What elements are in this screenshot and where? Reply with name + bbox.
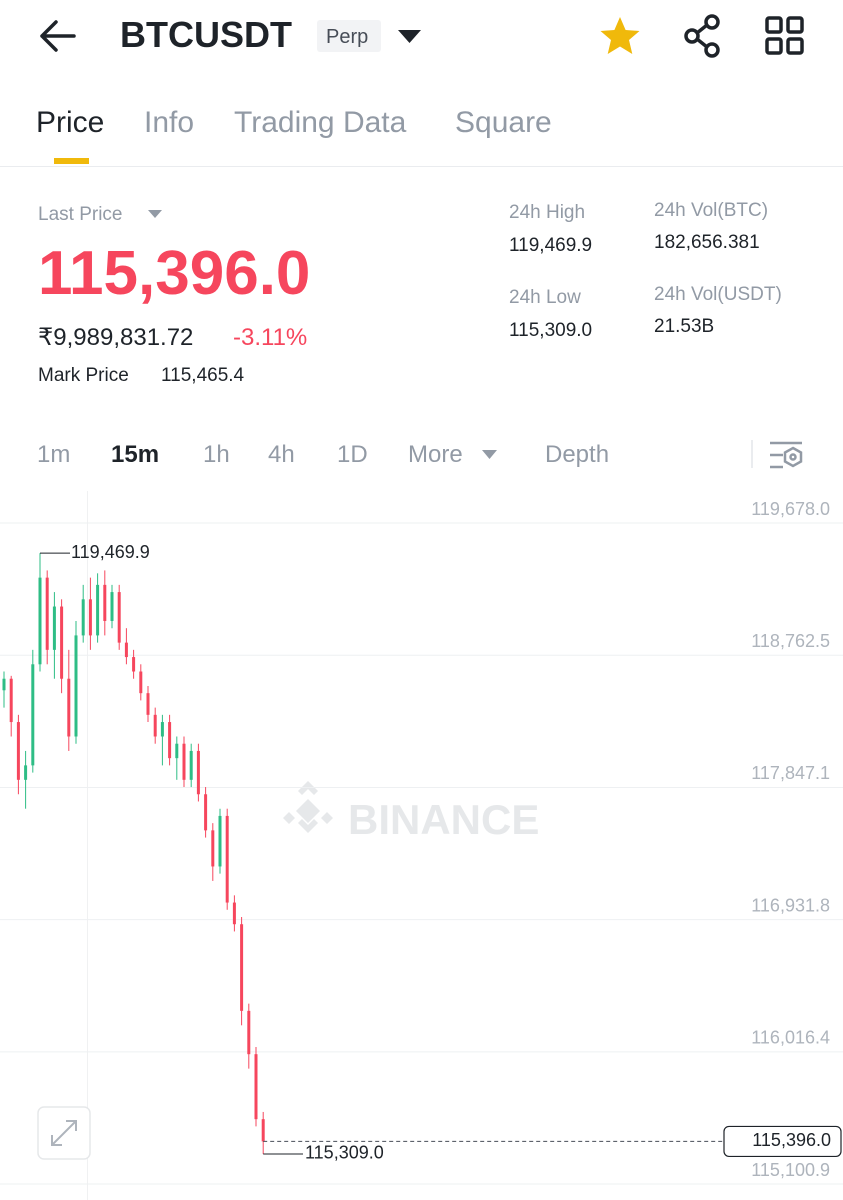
expand-icon: [51, 1120, 77, 1146]
candle-body: [204, 794, 208, 831]
stat-label: 24h Low: [509, 287, 581, 308]
stat-label: 24h High: [509, 202, 586, 223]
low-marker-label: 115,309.0: [305, 1143, 384, 1163]
stat-value: 21.53B: [654, 316, 715, 337]
candle-body: [52, 606, 56, 650]
candle-body: [16, 722, 20, 780]
interval[interactable]: 1h: [203, 441, 230, 468]
candle-body: [67, 678, 71, 737]
stat-value: 119,469.9: [509, 235, 593, 256]
price-type-dropdown[interactable]: [148, 210, 162, 218]
candle-body: [45, 577, 49, 650]
candle-body: [139, 671, 143, 694]
candle-body: [74, 635, 78, 737]
candle-body: [196, 750, 200, 795]
candle-body: [218, 815, 222, 867]
y-tick-label: 118,762.5: [751, 631, 830, 651]
candle-body: [88, 599, 92, 636]
chart: BINANCE 115,100.9 116,016.4 116,931.8 117,8…: [0, 491, 843, 1200]
candle-body: [211, 830, 215, 867]
candle-body: [9, 678, 13, 723]
candle-body: [2, 678, 6, 691]
interval[interactable]: 4h: [268, 441, 295, 468]
candle-body: [117, 592, 121, 643]
badge: Perp: [326, 26, 369, 48]
candle-body: [31, 664, 35, 766]
stat-value: 182,656.381: [654, 232, 760, 253]
candle-body: [132, 657, 136, 672]
candle-body: [160, 722, 164, 737]
candle-body: [168, 722, 172, 759]
candle-body: [175, 743, 179, 759]
mark-price: 115,465.4: [161, 365, 245, 386]
interval[interactable]: 15m: [111, 441, 160, 468]
header-icons: [0, 14, 843, 469]
tab[interactable]: Square: [455, 106, 552, 139]
local-price: ₹9,989,831.72: [38, 324, 194, 351]
candle-body: [110, 592, 114, 621]
watermark-logo: [283, 781, 333, 833]
stat-value: 115,309.0: [509, 320, 593, 341]
candle-body: [254, 1054, 258, 1120]
y-tick-label: 117,847.1: [751, 763, 830, 783]
badge-bg: [317, 20, 381, 52]
symbol: BTCUSDT: [120, 14, 292, 55]
chart-settings[interactable]: [770, 441, 803, 469]
tab[interactable]: Trading Data: [234, 106, 407, 139]
last-price-label: Last Price: [38, 204, 123, 225]
share-button[interactable]: [684, 14, 720, 58]
candle-body: [124, 642, 128, 658]
tab-indicator: [54, 158, 89, 164]
y-tick-label: 116,016.4: [751, 1028, 830, 1048]
candle-body: [103, 584, 107, 621]
favorite-star[interactable]: [600, 17, 640, 54]
menu-button[interactable]: [765, 16, 804, 55]
watermark: BINANCE: [348, 796, 539, 843]
candle-body: [261, 1119, 265, 1142]
interval[interactable]: 1D: [337, 441, 368, 468]
candle-body: [24, 765, 28, 780]
stat-label: 24h Vol(USDT): [654, 284, 782, 305]
y-tick-label: 115,100.9: [751, 1160, 830, 1180]
tab[interactable]: Info: [144, 106, 195, 139]
candle-body: [38, 577, 42, 665]
candle-body: [189, 750, 193, 780]
back-button[interactable]: [40, 20, 76, 52]
candle-body: [240, 924, 244, 1011]
mark-price-label: Mark Price: [38, 365, 129, 386]
candle-body: [146, 693, 150, 715]
y-tick-label: 116,931.8: [751, 895, 830, 915]
last-price: 115,396.0: [38, 239, 311, 308]
change: -3.11%: [233, 324, 308, 351]
candle-body: [81, 599, 85, 636]
more-dropdown[interactable]: [482, 450, 497, 459]
interval[interactable]: 1m: [37, 441, 71, 468]
candle-body: [247, 1010, 251, 1055]
symbol-dropdown[interactable]: [398, 30, 421, 43]
candle-body: [182, 743, 186, 780]
candle-body: [153, 714, 157, 737]
candle-body: [96, 584, 100, 636]
y-tick-label: 119,678.0: [751, 499, 830, 519]
last-price-box: [723, 1125, 842, 1158]
interval[interactable]: Depth: [545, 441, 610, 468]
candle-body: [232, 902, 236, 925]
candle-body: [225, 815, 229, 903]
high-marker-label: 119,469.9: [71, 542, 150, 562]
tab[interactable]: Price: [36, 106, 105, 139]
interval[interactable]: More: [408, 441, 463, 468]
last-price-label: 115,396.0: [752, 1130, 831, 1150]
stat-label: 24h Vol(BTC): [654, 200, 769, 221]
candle-body: [60, 606, 64, 679]
